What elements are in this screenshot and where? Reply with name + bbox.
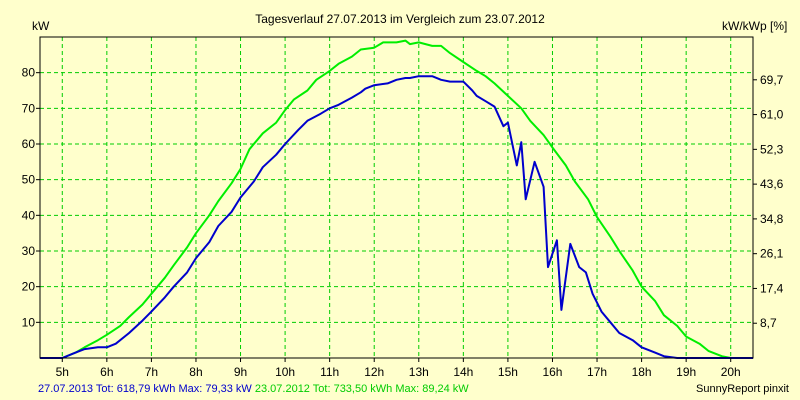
x-tick-label: 12h [364, 365, 384, 379]
x-tick-label: 19h [676, 365, 696, 379]
legend-series-2012: 23.07.2012 Tot: 733,50 kWh Max: 89,24 kW [254, 383, 469, 395]
legend-series-2013: 27.07.2013 Tot: 618,79 kWh Max: 79,33 kW [38, 383, 252, 395]
y-tick-label-left: 80 [22, 66, 36, 80]
x-tick-label: 7h [145, 365, 158, 379]
series-layer [40, 39, 753, 359]
y-tick-label-left: 10 [22, 315, 36, 329]
y-axis-right-label: kW/kWp [%] [722, 19, 787, 33]
y-tick-label-left: 30 [22, 244, 36, 258]
x-tick-label: 18h [632, 365, 652, 379]
y-tick-label-left: 20 [22, 280, 36, 294]
legend: 27.07.2013 Tot: 618,79 kWh Max: 79,33 kW… [38, 383, 469, 395]
plot-area [40, 37, 753, 358]
x-tick-label: 16h [542, 365, 562, 379]
ticks-layer [36, 72, 757, 362]
y-tick-label-right: 61,0 [760, 108, 784, 122]
footer-credit: SunnyReport pinxit [696, 383, 789, 395]
series-line-27-07-2013 [40, 75, 753, 359]
y-tick-label-right: 34,8 [760, 212, 784, 226]
y-tick-label-right: 17,4 [760, 281, 784, 295]
x-tick-label: 13h [409, 365, 429, 379]
x-tick-label: 17h [587, 365, 607, 379]
x-tick-label: 20h [721, 365, 741, 379]
x-tick-label: 9h [234, 365, 247, 379]
x-tick-label: 10h [275, 365, 295, 379]
y-tick-label-right: 43,6 [760, 177, 784, 191]
y-tick-label-left: 40 [22, 208, 36, 222]
y-tick-label-left: 70 [22, 101, 36, 115]
y-tick-label-right: 52,3 [760, 142, 784, 156]
x-tick-label: 5h [56, 365, 69, 379]
y-tick-label-right: 8,7 [760, 316, 777, 330]
y-tick-label-left: 50 [22, 173, 36, 187]
y-tick-label-right: 69,7 [760, 73, 784, 87]
y-tick-label-left: 60 [22, 137, 36, 151]
x-tick-label: 6h [100, 365, 113, 379]
labels-layer: 5h 6h 7h 8h 9h 10h 11h 12h 13h 14h 15h 16h 17h 18h 19h… [22, 66, 784, 379]
y-tick-label-right: 26,1 [760, 247, 784, 261]
x-tick-label: 15h [498, 365, 518, 379]
y-axis-left-label: kW [32, 19, 50, 33]
plot-border [39, 36, 754, 359]
x-tick-label: 8h [189, 365, 202, 379]
series-line-23-07-2012 [40, 39, 753, 359]
x-tick-label: 11h [320, 365, 339, 379]
x-tick-label: 14h [453, 365, 473, 379]
chart-title: Tagesverlauf 27.07.2013 im Vergleich zum… [255, 12, 545, 26]
